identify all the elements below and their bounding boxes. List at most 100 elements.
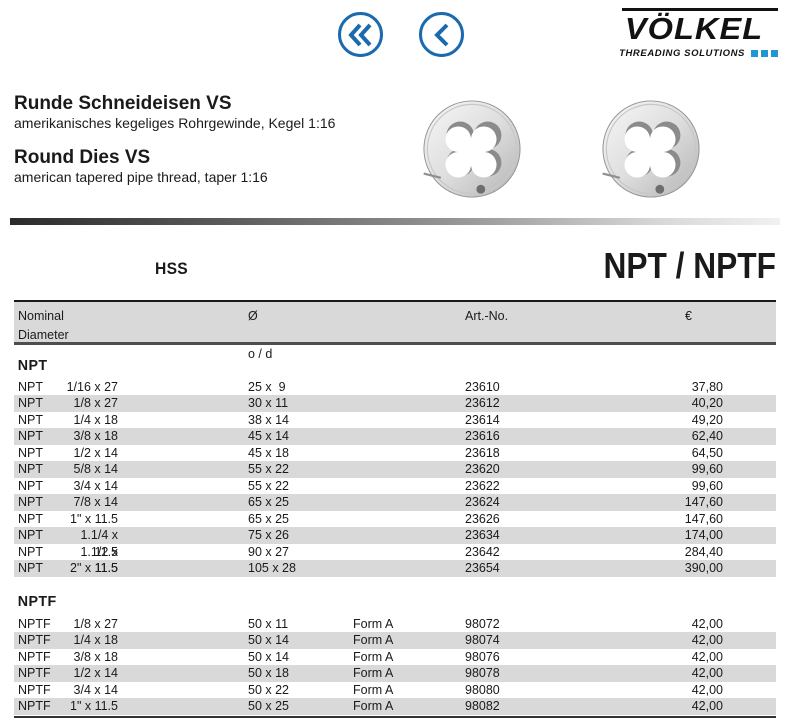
round-die-photo-left (421, 97, 523, 206)
subtitle-english: american tapered pipe thread, taper 1:16 (14, 169, 268, 185)
logo-square-icon (761, 49, 768, 57)
cell-outer-diameter: 50 x 22 (248, 682, 290, 697)
cell-art-no: 23612 (465, 396, 500, 410)
cell-price-eur: 99,60 (691, 462, 723, 476)
cell-form (348, 461, 460, 478)
cell-art-no: 23616 (465, 429, 500, 443)
cell-price-eur: 49,20 (691, 412, 723, 427)
cell-art-no: 23654 (465, 561, 500, 575)
cell-outer-diameter: 55 x 22 (248, 462, 290, 476)
cell-art-no: 98072 (465, 616, 500, 631)
table-top-rule (14, 300, 776, 302)
cell-art-no: 98076 (465, 649, 500, 664)
cell-art-no: 23614 (465, 412, 500, 427)
cell-nominal-size: 1/8 x 27 (73, 616, 118, 631)
cell-art-no: 23610 (465, 379, 500, 394)
cell-form (348, 379, 460, 396)
col-header-nominal-diameter: Nominal Diameter (18, 308, 69, 342)
cell-thread-prefix: NPTF (18, 666, 51, 680)
table-row: NPT 7/8 x 14 65 x 25 23624 147,60 (14, 494, 776, 511)
cell-form (348, 544, 460, 561)
cell-price-eur: 62,40 (691, 429, 723, 443)
chevron-left-icon (429, 21, 455, 49)
cell-thread-prefix: NPT (18, 495, 43, 509)
page-heading: Runde Schneideisen VS amerikanisches keg… (14, 92, 414, 200)
cell-outer-diameter: 90 x 27 (248, 544, 290, 559)
title-english: Round Dies VS (14, 147, 151, 168)
cell-form: Form A (353, 699, 394, 713)
cell-thread-prefix: NPTF (18, 649, 51, 664)
previous-page-button[interactable] (419, 12, 464, 57)
cell-price-eur: 174,00 (684, 528, 723, 542)
cell-price-eur: 284,40 (684, 544, 723, 559)
cell-thread-prefix: NPT (18, 396, 43, 410)
cell-nominal-size: 7/8 x 14 (73, 495, 118, 509)
cell-outer-diameter: 50 x 11 (248, 616, 289, 631)
cell-thread-prefix: NPTF (18, 699, 51, 713)
cell-nominal-size: 5/8 x 14 (73, 462, 118, 476)
title-german: Runde Schneideisen VS (14, 93, 232, 114)
cell-price-eur: 42,00 (691, 633, 723, 647)
group-rows: NPT 1/16 x 27 25 x 9 23610 37,80 NPT 1/8… (14, 379, 776, 577)
table-row: NPT 3/4 x 14 55 x 22 23622 99,60 (14, 478, 776, 495)
cell-form (348, 494, 460, 511)
cell-nominal-size: 1/8 x 27 (73, 396, 118, 410)
cell-art-no: 23634 (465, 528, 500, 542)
table-row: NPT 1/8 x 27 30 x 11 23612 40,20 (14, 395, 776, 412)
cell-price-eur: 390,00 (684, 561, 723, 575)
cell-nominal-size: 1/16 x 27 (66, 379, 118, 394)
table-row: NPTF 1" x 11.5 50 x 25 Form A 98082 42,0… (14, 698, 776, 715)
cell-outer-diameter: 45 x 14 (248, 429, 290, 443)
logo-tagline-text: THREADING SOLUTIONS (619, 47, 745, 59)
table-row: NPT 2" x 11.5 105 x 28 23654 390,00 (14, 560, 776, 577)
cell-thread-prefix: NPT (18, 511, 43, 526)
cell-outer-diameter: 50 x 25 (248, 699, 290, 713)
cell-price-eur: 42,00 (691, 682, 723, 697)
cell-price-eur: 40,20 (691, 396, 723, 410)
cell-form (348, 445, 460, 462)
cell-thread-prefix: NPT (18, 528, 43, 542)
cell-thread-prefix: NPT (18, 412, 43, 427)
cell-nominal-size: 1/2 x 14 (73, 445, 118, 460)
group-title: NPT (17, 356, 48, 374)
cell-outer-diameter: 55 x 22 (248, 478, 290, 493)
col-header-diameter: Ø (248, 308, 258, 323)
group-npt: NPT NPT 1/16 x 27 25 x 9 23610 37,80 NPT… (14, 357, 776, 577)
table-row: NPT 1/4 x 18 38 x 14 23614 49,20 (14, 412, 776, 429)
cell-art-no: 98078 (465, 666, 500, 680)
cell-art-no: 23626 (465, 511, 500, 526)
cell-outer-diameter: 45 x 18 (248, 445, 290, 460)
cell-outer-diameter: 50 x 18 (248, 666, 290, 680)
cell-price-eur: 42,00 (691, 616, 723, 631)
table-row: NPTF 3/8 x 18 50 x 14 Form A 98076 42,00 (14, 649, 776, 666)
cell-thread-prefix: NPTF (18, 616, 51, 631)
logo-square-icon (751, 49, 758, 57)
cell-form (348, 395, 460, 412)
cell-form (348, 511, 460, 528)
cell-form: Form A (353, 633, 394, 647)
cell-art-no: 23622 (465, 478, 500, 493)
cell-thread-prefix: NPTF (18, 682, 51, 697)
cell-price-eur: 42,00 (691, 649, 723, 664)
cell-outer-diameter: 38 x 14 (248, 412, 290, 427)
table-row: NPT 1.1/4 x 11.5 75 x 26 23634 174,00 (14, 527, 776, 559)
cell-art-no: 98074 (465, 633, 500, 647)
cell-thread-prefix: NPT (18, 544, 43, 559)
cell-outer-diameter: 50 x 14 (248, 649, 290, 664)
cell-thread-prefix: NPT (18, 379, 43, 394)
cell-form (348, 412, 460, 429)
double-chevron-left-icon (347, 21, 375, 49)
cell-price-eur: 99,60 (691, 478, 723, 493)
cell-nominal-size: 1/4 x 18 (73, 633, 118, 647)
cell-art-no: 23620 (465, 462, 500, 476)
cell-form (348, 527, 460, 544)
subtitle-german: amerikanisches kegeliges Rohrgewinde, Ke… (14, 115, 336, 131)
cell-outer-diameter: 30 x 11 (248, 396, 289, 410)
round-die-photo-right (600, 97, 702, 206)
cell-nominal-size: 1/4 x 18 (73, 412, 118, 427)
cell-thread-prefix: NPT (18, 462, 43, 476)
first-page-button[interactable] (338, 12, 383, 57)
col-header-currency: € (685, 308, 692, 323)
table-header-rule (14, 341, 776, 345)
cell-form: Form A (353, 682, 394, 697)
